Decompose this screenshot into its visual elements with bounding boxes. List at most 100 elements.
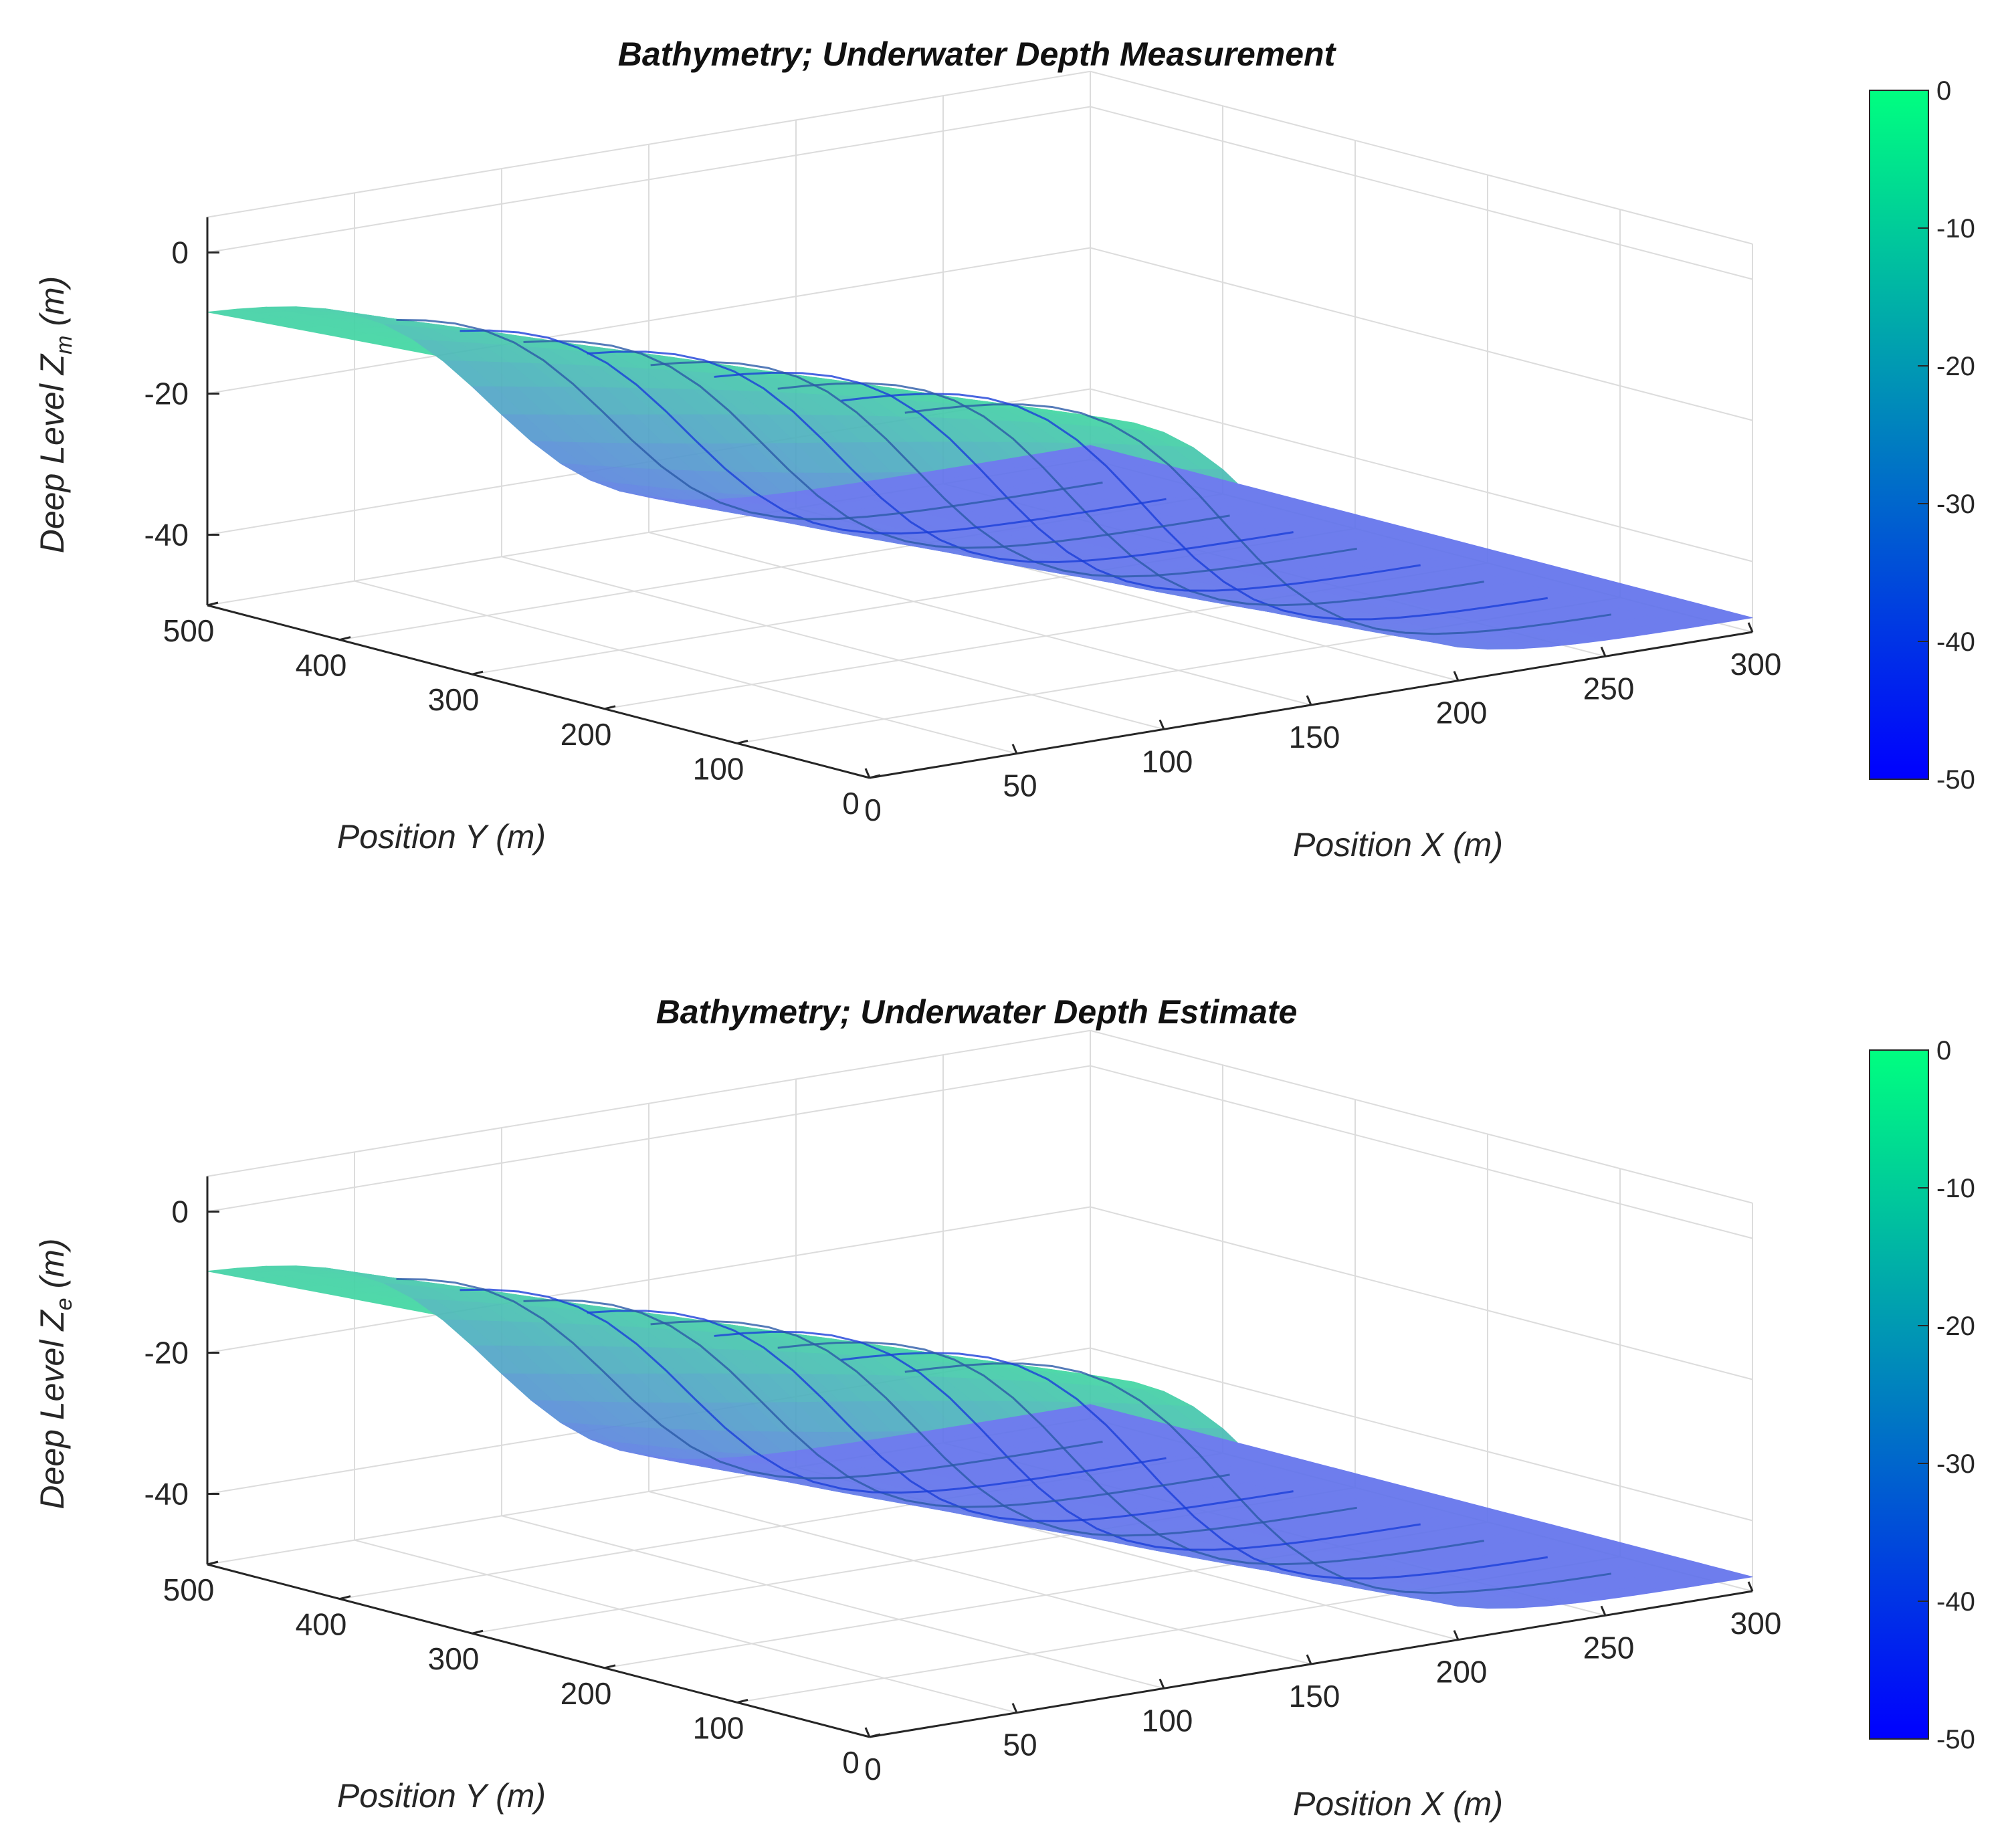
y-tick-mark — [472, 670, 484, 676]
x-tick-mark — [1453, 671, 1460, 682]
y-axis-label: Position Y (m) — [337, 818, 546, 855]
y-tick-mark — [604, 705, 616, 710]
survey-track — [841, 1352, 1548, 1580]
y-tick-label: 400 — [296, 1607, 347, 1642]
floor-grid-x — [501, 556, 1165, 730]
floor-grid-x — [501, 1515, 1165, 1689]
y-tick-label: 300 — [428, 682, 480, 717]
x-axis-label: Position X (m) — [1293, 1785, 1503, 1823]
colorbar-tick-label: -30 — [1936, 490, 1975, 519]
z-tick-label: -20 — [144, 1336, 189, 1370]
y-tick-label: 100 — [693, 751, 744, 786]
x-tick-label: 0 — [864, 793, 882, 827]
z-label-subscript: e — [52, 1298, 77, 1310]
side-wall-grid-z — [1090, 1206, 1753, 1380]
x-tick-mark — [1747, 622, 1754, 633]
back-wall-grid-z — [207, 1065, 1091, 1213]
colorbar-tick-label: -10 — [1936, 214, 1975, 243]
x-tick-mark — [864, 1727, 871, 1738]
survey-tracks — [396, 318, 1612, 635]
back-wall-grid-z — [207, 1206, 1091, 1354]
x-tick-label: 100 — [1142, 1703, 1193, 1738]
back-wall-grid-z — [207, 247, 1091, 395]
y-tick-mark — [207, 1560, 219, 1566]
z-label-subscript: m — [52, 336, 77, 354]
x-tick-mark — [1306, 1654, 1312, 1665]
x-axis-label: Position X (m) — [1293, 826, 1503, 863]
y-axis-line — [207, 1563, 870, 1738]
box-top-edge — [1090, 70, 1753, 245]
plot-estimate: Bathymetry; Underwater Depth Estimate Po… — [33, 993, 1975, 1823]
plot-title: Bathymetry; Underwater Depth Measurement — [618, 35, 1337, 73]
back-wall-grid-z — [207, 106, 1091, 253]
x-tick-mark — [864, 768, 871, 779]
z-label-prefix: Deep Level Z — [33, 353, 71, 553]
survey-track — [714, 1330, 1421, 1551]
x-tick-mark — [1159, 1678, 1165, 1689]
survey-track — [396, 1277, 1103, 1479]
x-tick-mark — [1011, 744, 1018, 754]
x-tick-label: 150 — [1289, 720, 1340, 754]
colorbar-tick-label: -50 — [1936, 1725, 1975, 1754]
x-tick-mark — [1011, 1703, 1018, 1714]
y-tick-mark — [339, 1595, 351, 1601]
y-tick-label: 200 — [561, 717, 612, 752]
z-tick-label: -40 — [144, 518, 189, 552]
z-label-suffix: (m) — [33, 276, 71, 336]
floor-grid-x — [354, 580, 1017, 754]
survey-track — [904, 1362, 1612, 1595]
surface — [207, 306, 1753, 650]
x-tick-label: 100 — [1142, 744, 1193, 779]
survey-track — [841, 393, 1548, 621]
survey-track — [460, 329, 1167, 535]
colorbar — [1869, 1049, 1929, 1740]
z-label-prefix: Deep Level Z — [33, 1310, 71, 1510]
side-wall-grid-z — [1090, 1347, 1753, 1522]
surface — [207, 1265, 1753, 1609]
y-axis-label: Position Y (m) — [337, 1777, 546, 1815]
box-top-edge — [1090, 1029, 1753, 1204]
y-axis-line — [207, 604, 870, 779]
x-tick-label: 300 — [1730, 647, 1782, 682]
z-tick-label: 0 — [171, 235, 189, 270]
colorbar-tick-label: -40 — [1936, 1587, 1975, 1617]
x-tick-mark — [1159, 719, 1165, 730]
y-tick-mark — [736, 739, 748, 744]
floor-grid-x — [648, 532, 1312, 706]
z-axis-label: Deep Level Ze (m) — [33, 1238, 77, 1509]
survey-tracks — [396, 1277, 1612, 1595]
x-tick-label: 250 — [1583, 1630, 1635, 1665]
x-tick-label: 250 — [1583, 671, 1635, 706]
floor-grid-x — [648, 1491, 1312, 1665]
x-tick-label: 0 — [864, 1752, 882, 1786]
x-tick-label: 150 — [1289, 1679, 1340, 1714]
x-tick-label: 300 — [1730, 1606, 1782, 1641]
y-tick-mark — [472, 1629, 484, 1635]
y-tick-label: 400 — [296, 648, 347, 683]
y-tick-label: 200 — [561, 1676, 612, 1711]
z-tick-label: 0 — [171, 1195, 189, 1229]
box-top-edge — [207, 1029, 1091, 1177]
y-tick-label: 0 — [842, 1745, 860, 1780]
box-top-edge — [207, 70, 1091, 218]
x-tick-mark — [1747, 1581, 1754, 1592]
y-tick-mark — [869, 1733, 881, 1738]
x-tick-label: 200 — [1436, 1655, 1488, 1689]
colorbar-tick-label: 0 — [1936, 76, 1951, 106]
z-tick-label: -20 — [144, 377, 189, 411]
y-tick-label: 500 — [163, 613, 215, 648]
side-wall-grid-z — [1090, 247, 1753, 421]
side-wall-grid-z — [1090, 388, 1753, 562]
y-tick-label: 300 — [428, 1641, 480, 1676]
y-tick-label: 500 — [163, 1572, 215, 1607]
x-tick-label: 50 — [1003, 768, 1037, 803]
survey-track — [714, 371, 1421, 592]
y-tick-mark — [736, 1698, 748, 1704]
survey-track — [396, 318, 1103, 520]
z-tick-label: -40 — [144, 1477, 189, 1512]
survey-track — [587, 1310, 1294, 1522]
survey-track — [523, 1299, 1230, 1508]
survey-track — [460, 1288, 1167, 1494]
survey-track — [523, 340, 1230, 549]
